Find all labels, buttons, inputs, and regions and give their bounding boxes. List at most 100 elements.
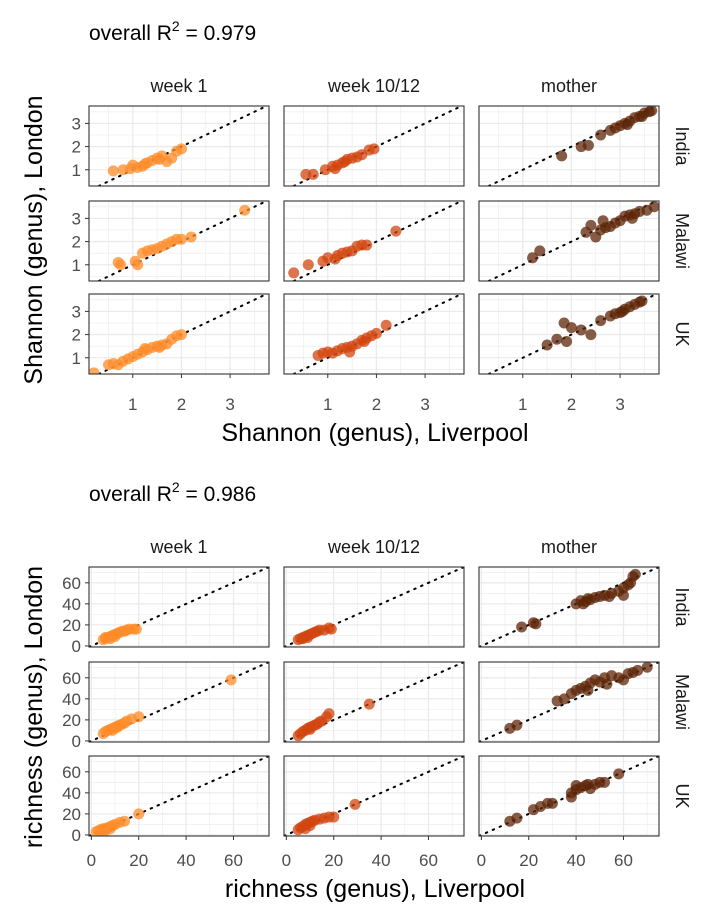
facet-column-label: week 1 [149,76,207,96]
grid [284,756,464,836]
panel-border [88,755,270,837]
data-point [139,158,151,170]
facet-panel: 0 20 40 60 [62,566,270,656]
x-tick-label: 3 [225,395,234,414]
data-point [511,719,523,731]
data-point [582,684,594,696]
facet-panel [283,200,465,282]
y-tick-label: 60 [62,763,81,782]
data-point [107,165,119,177]
data-point [130,623,142,635]
data-point [629,568,641,580]
facet-panel: 1 2 3 1 2 3 [72,293,270,414]
y-tick-label: 2 [72,233,81,252]
panel-border [478,293,660,375]
identity-line [487,201,658,281]
panel-border [283,566,465,648]
data-point [565,322,577,334]
panel-border [88,566,270,648]
data-point [133,711,145,723]
facet-panel: 0 20 40 60 0 20 40 60 [62,755,270,870]
data-point [132,259,144,271]
facet-column-label: week 10/12 [327,76,420,96]
facet-panel: 1 2 3 [72,200,270,282]
x-tick-label: 20 [324,851,343,870]
data-point [577,598,589,610]
y-tick-label: 20 [62,616,81,635]
data-point [516,621,528,633]
data-point [390,225,402,237]
data-point [100,632,112,644]
y-tick-label: 3 [72,209,81,228]
data-point [115,259,127,271]
facet-row-label: India [672,126,692,166]
x-axis-label-richness: richness (genus), Liverpool [225,875,525,903]
data-point [597,215,609,227]
data-point [648,201,659,213]
data-point [582,139,594,151]
identity-line [292,201,463,281]
data-point [626,212,638,224]
data-point [511,812,523,824]
data-point [636,295,648,307]
data-point [109,630,121,642]
data-point [175,143,187,155]
panel-border [88,200,270,282]
facet-panel [478,566,660,648]
panel-border [283,293,465,375]
y-tick-label: 1 [72,349,81,368]
data-point [304,723,316,735]
data-point [329,163,341,175]
y-tick-label: 3 [72,114,81,133]
data-point [361,239,373,251]
panel-border [283,755,465,837]
data-point [175,233,187,245]
grid [89,662,269,742]
panel-border [88,661,270,743]
y-tick-label: 0 [72,637,81,656]
identity-line [89,662,269,742]
data-point [307,168,319,180]
x-tick-label: 3 [420,395,429,414]
y-axis-label-shannon: Shannon (genus), London [20,95,48,384]
panel-border [478,200,660,282]
panel-border [283,200,465,282]
identity-line [284,756,464,836]
panel-border [88,105,270,187]
data-point [368,143,380,155]
data-point [325,623,337,635]
data-point [288,267,300,279]
x-tick-label: 40 [567,851,586,870]
data-point [551,333,563,345]
identity-line [487,294,658,374]
data-point [546,797,558,809]
facet-column-label: week 10/12 [327,537,420,557]
facet-panel: 1 2 3 [283,293,465,414]
data-point [139,342,151,354]
x-tick-label: 60 [224,851,243,870]
x-tick-label: 2 [567,395,576,414]
data-point [646,106,658,117]
x-axis-label-shannon: Shannon (genus), Liverpool [221,419,528,447]
data-point [297,633,309,645]
facet-row-label: Malawi [672,674,692,730]
data-point [617,305,629,317]
x-tick-label: 40 [372,851,391,870]
data-point [344,346,356,358]
x-tick-label: 0 [87,851,96,870]
y-tick-label: 40 [62,784,81,803]
data-point [603,590,615,602]
facet-row-label: Malawi [672,213,692,269]
data-point [302,259,314,271]
x-tick-label: 1 [518,395,527,414]
facet-panel [478,661,660,743]
facet-panel: 0 20 40 60 [282,755,465,870]
data-point [100,825,112,836]
data-point [323,708,335,720]
y-tick-label: 2 [72,138,81,157]
data-point [133,808,145,820]
data-point [530,618,542,630]
identity-line [89,756,269,836]
panel-border [283,661,465,743]
